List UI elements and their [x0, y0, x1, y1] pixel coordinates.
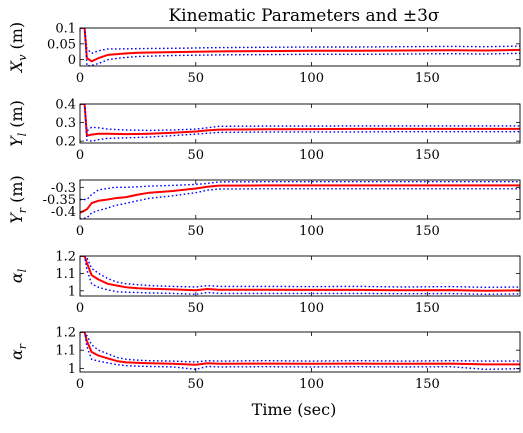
y-tick-label: 1.2 [55, 250, 76, 265]
x-tick-label: 100 [299, 377, 324, 392]
series-yl-upper [80, 104, 520, 133]
x-tick-label: 0 [76, 224, 84, 239]
series-ar-mean [80, 332, 520, 366]
series-xv-mean [80, 28, 520, 63]
series-yl-mean [80, 104, 520, 137]
y-axis-label-xv: Xv (m) [7, 22, 29, 74]
panel-ar: 0 50 100 150 1 1.1 1.2 αr [7, 326, 521, 392]
series-yr-mean [80, 184, 520, 214]
y-tick-label: 1.2 [55, 326, 76, 341]
x-tick-label: 150 [415, 224, 440, 239]
y-tick-label: 1 [68, 284, 76, 299]
x-tick-label: 50 [188, 301, 205, 316]
x-tick-label: 0 [76, 71, 84, 86]
series-yr-lower [80, 188, 520, 219]
series-al-mean [80, 256, 520, 292]
x-tick-label: 100 [299, 301, 324, 316]
y-axis-label-al: αl [7, 268, 29, 283]
y-tick-label: 0.4 [55, 98, 76, 113]
panel-yl: 0 50 100 150 0.2 0.3 0.4 Yl (m) [7, 98, 521, 163]
series-al-upper [80, 256, 520, 289]
y-tick-label: 0 [68, 53, 76, 68]
x-tick-label: 100 [299, 71, 324, 86]
series-yr-upper [80, 180, 520, 201]
y-axis-label-yr: Yr (m) [7, 175, 29, 224]
series-al-lower [80, 256, 520, 296]
x-tick-label: 150 [415, 148, 440, 163]
x-tick-label: 100 [299, 224, 324, 239]
y-axis-label-yl: Yl (m) [7, 100, 29, 147]
y-tick-label: 1 [68, 362, 76, 377]
x-tick-label: 50 [188, 377, 205, 392]
y-tick-label: 0.05 [47, 37, 76, 52]
y-tick-label: 0.3 [55, 116, 76, 131]
y-tick-label: 1.1 [55, 344, 76, 359]
y-tick-label: 1.1 [55, 267, 76, 282]
x-tick-label: 150 [415, 377, 440, 392]
x-tick-label: 100 [299, 148, 324, 163]
chart-title: Kinematic Parameters and ±3σ [168, 6, 439, 26]
y-tick-label: -0.35 [43, 193, 76, 208]
series-ar-upper [80, 332, 520, 363]
y-tick-label: 0.2 [55, 135, 76, 150]
x-tick-label: 50 [188, 224, 205, 239]
y-tick-label: -0.3 [51, 181, 76, 196]
y-tick-label: -0.4 [51, 205, 76, 220]
x-tick-label: 0 [76, 377, 84, 392]
axes-frame-yl [79, 103, 521, 144]
x-tick-label: 50 [188, 71, 205, 86]
panel-yr: 0 50 100 150 -0.4-0.35-0.3 Yr (m) [7, 175, 521, 239]
series-xv-lower [80, 28, 520, 66]
axes-frame-ar [79, 331, 521, 373]
series-xv-upper [80, 28, 520, 55]
x-tick-label: 0 [76, 301, 84, 316]
x-tick-label: 50 [188, 148, 205, 163]
axes-frame-al [79, 255, 521, 297]
series-yl-lower [80, 104, 520, 142]
axes-frame-xv [79, 27, 521, 67]
x-axis-label: Time (sec) [252, 400, 337, 419]
x-tick-label: 150 [415, 301, 440, 316]
x-tick-label: 150 [415, 71, 440, 86]
panel-al: 0 50 100 150 1 1.1 1.2 αl [7, 250, 521, 316]
y-axis-label-ar: αr [7, 343, 29, 360]
y-tick-label: 0.1 [55, 22, 76, 37]
x-tick-label: 0 [76, 148, 84, 163]
